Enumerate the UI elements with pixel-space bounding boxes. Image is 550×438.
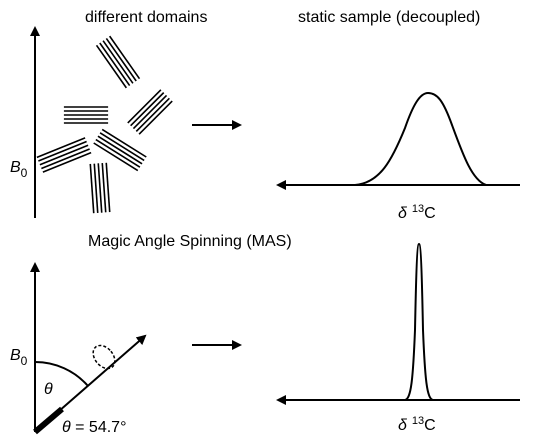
domain — [63, 106, 109, 124]
right-title: static sample (decoupled) — [298, 9, 480, 26]
domain — [127, 89, 173, 135]
angle-value: = 54.7° — [71, 419, 127, 436]
isotope: 13 — [412, 203, 424, 215]
b0-sub: 0 — [21, 354, 28, 368]
delta: δ — [398, 417, 408, 434]
left-title: different domains — [85, 9, 207, 26]
broad-peak — [354, 91, 487, 186]
axis-label: δ 13C — [398, 203, 436, 222]
mas-title: Magic Angle Spinning (MAS) — [88, 233, 292, 250]
isotope: 13 — [412, 415, 424, 427]
element: C — [424, 205, 436, 222]
domain — [89, 162, 111, 214]
narrow-peak — [404, 242, 434, 401]
delta: δ — [398, 205, 408, 222]
angle-arc — [34, 360, 89, 387]
axis-label: δ 13C — [398, 415, 436, 434]
b0-label: B0 — [10, 159, 28, 180]
element: C — [424, 417, 436, 434]
b0-label: B0 — [10, 347, 28, 368]
rotor — [33, 406, 64, 435]
b0-main: B — [10, 347, 21, 364]
angle-symbol: θ — [44, 381, 53, 398]
angle-equation: θ = 54.7° — [62, 419, 126, 436]
b0-sub: 0 — [21, 166, 28, 180]
theta: θ — [62, 419, 71, 436]
domain — [36, 137, 92, 173]
spin-circle — [92, 344, 116, 370]
b0-main: B — [10, 159, 21, 176]
domain — [95, 35, 141, 89]
